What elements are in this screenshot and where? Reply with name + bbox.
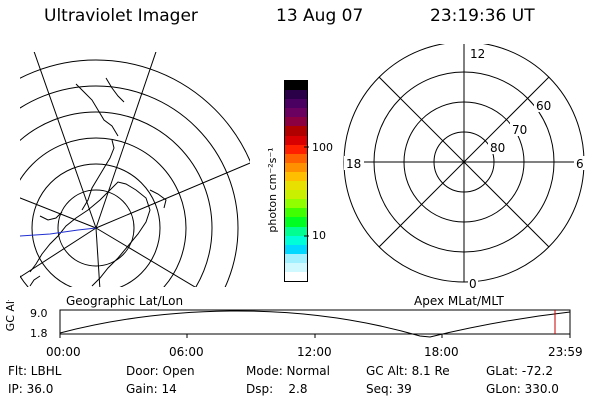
- altitude-plot: GC Alt 9.0 1.8: [4, 300, 571, 340]
- mlat-label-80: 80: [490, 141, 505, 155]
- colorbar-tick-100: 100: [312, 141, 333, 154]
- mlt-label-18: 18: [346, 157, 361, 171]
- date-label: 13 Aug 07: [276, 6, 364, 26]
- mlat-label-70: 70: [512, 123, 527, 137]
- altitude-xtick-0: 00:00: [46, 345, 81, 359]
- svg-text:photon cm⁻²s⁻¹: photon cm⁻²s⁻¹: [266, 147, 279, 232]
- mlat-label-60: 60: [536, 99, 551, 113]
- altitude-xtick-1: 06:00: [169, 345, 204, 359]
- colorbar-swatch-1: [285, 90, 307, 100]
- mlt-label-12: 12: [470, 47, 485, 61]
- colorbar-swatch-15: [285, 217, 307, 227]
- colorbar-swatch-17: [285, 235, 307, 245]
- altitude-ytick-max: 9.0: [30, 307, 48, 320]
- altitude-xtick-3: 18:00: [424, 345, 459, 359]
- mlt-label-0: 0: [469, 277, 477, 291]
- colorbar-swatch-10: [285, 171, 307, 182]
- status-ip: IP: 36.0: [8, 382, 54, 396]
- colorbar-swatch-11: [285, 181, 307, 191]
- colorbar-swatch-20: [285, 262, 307, 272]
- colorbar-swatch-4: [285, 117, 307, 127]
- status-gc-alt: GC Alt: 8.1 Re: [366, 364, 450, 378]
- colorbar-swatch-21: [285, 271, 307, 282]
- status-gain: Gain: 14: [126, 382, 177, 396]
- satellite-track: [19, 227, 97, 237]
- status-mode: Mode: Normal: [246, 364, 330, 378]
- status-dsp: Dsp: 2.8: [246, 382, 308, 396]
- colorbar-swatch-9: [285, 162, 307, 172]
- altitude-xtick-4: 23:59: [548, 345, 583, 359]
- colorbar-swatch-6: [285, 135, 307, 145]
- right-panel-label: Apex MLat/MLT: [414, 294, 504, 308]
- magnetic-dial: 12 18 6 0 60 70 80: [343, 44, 586, 291]
- colorbar-swatch-13: [285, 199, 307, 209]
- status-seq: Seq: 39: [366, 382, 412, 396]
- mlt-label-6: 6: [576, 157, 584, 171]
- status-glat: GLat: -72.2: [486, 364, 553, 378]
- time-label: 23:19:36 UT: [430, 6, 535, 26]
- colorbar-swatch-19: [285, 253, 307, 263]
- colorbar-swatch-2: [285, 99, 307, 109]
- altitude-xtick-2: 12:00: [297, 345, 332, 359]
- colorbar-swatch-5: [285, 126, 307, 136]
- left-panel-label: Geographic Lat/Lon: [66, 294, 184, 308]
- colorbar-unit: photon cm⁻²s⁻¹: [266, 147, 279, 232]
- altitude-ytick-min: 1.8: [30, 327, 48, 340]
- colorbar-swatch-3: [285, 108, 307, 118]
- status-filter: Flt: LBHL: [8, 364, 62, 378]
- colorbar-swatch-12: [285, 190, 307, 200]
- colorbar-swatch-0: [285, 81, 307, 91]
- status-glon: GLon: 330.0: [486, 382, 559, 396]
- colorbar: [284, 80, 308, 282]
- colorbar-swatch-14: [285, 208, 307, 218]
- status-door: Door: Open: [126, 364, 195, 378]
- colorbar-swatch-8: [285, 153, 307, 163]
- altitude-ylabel: GC Alt: [4, 300, 17, 331]
- colorbar-tick-10: 10: [312, 229, 326, 242]
- colorbar-swatch-18: [285, 244, 307, 254]
- geographic-map: [19, 52, 250, 287]
- colorbar-ticks: [304, 146, 309, 237]
- colorbar-swatch-16: [285, 226, 307, 236]
- instrument-title: Ultraviolet Imager: [44, 6, 198, 26]
- colorbar-swatch-7: [285, 144, 307, 154]
